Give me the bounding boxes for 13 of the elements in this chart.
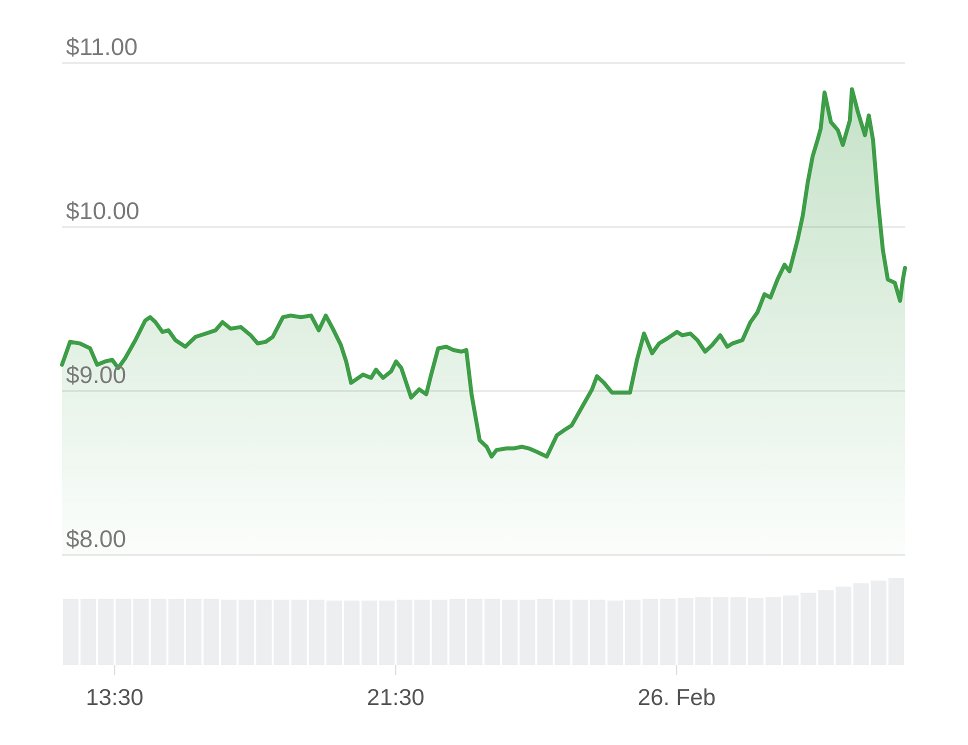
y-tick-label: $8.00: [66, 526, 126, 553]
bar: [116, 598, 132, 665]
bar: [379, 600, 395, 665]
bar: [678, 598, 694, 665]
x-tick-label: 26. Feb: [638, 684, 716, 710]
x-tick-label: 13:30: [86, 684, 144, 710]
bar: [396, 600, 412, 665]
y-tick-label: $10.00: [66, 198, 140, 225]
bar: [98, 598, 114, 665]
bar: [660, 598, 676, 665]
y-tick-label: $9.00: [66, 362, 126, 389]
y-tick-label: $11.00: [66, 34, 138, 61]
x-tick-label: 21:30: [366, 684, 424, 710]
